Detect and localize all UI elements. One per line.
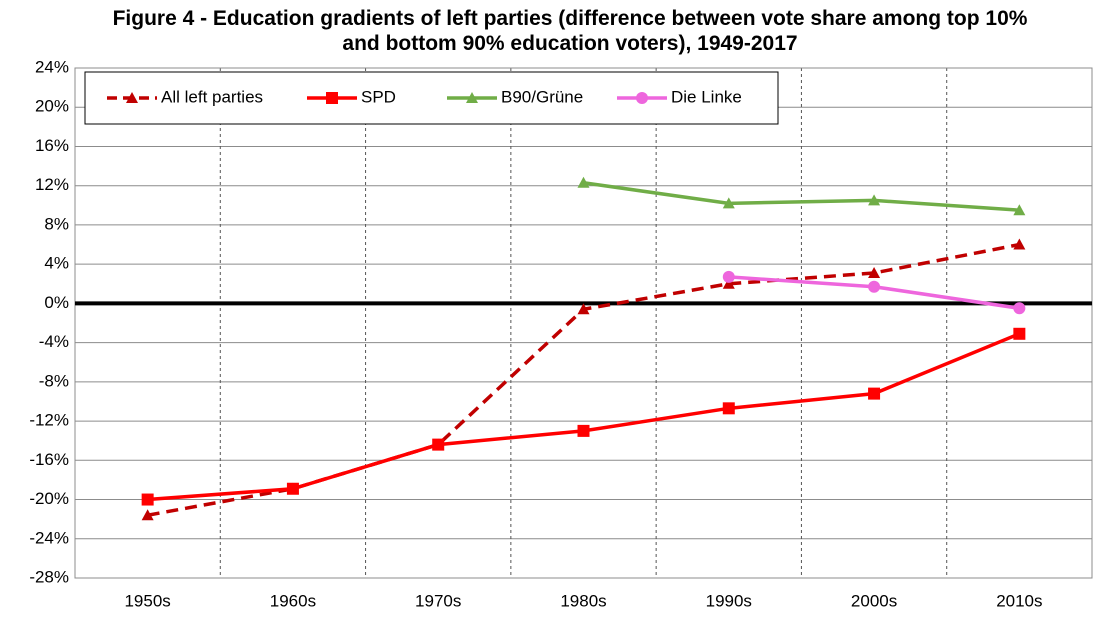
y-tick-label: 12% xyxy=(35,175,69,194)
y-tick-label: -4% xyxy=(39,332,69,351)
data-point xyxy=(1013,204,1026,216)
y-tick-label: -8% xyxy=(39,371,69,390)
y-tick-label: 8% xyxy=(44,214,69,233)
y-tick-label: 20% xyxy=(35,97,69,116)
data-point xyxy=(868,266,881,278)
series-line xyxy=(147,332,1021,502)
data-point xyxy=(141,509,154,521)
legend-marker xyxy=(636,92,648,104)
data-point xyxy=(722,402,735,415)
x-tick-label: 2000s xyxy=(851,591,897,610)
legend-marker xyxy=(326,92,338,104)
data-point xyxy=(1013,302,1026,315)
data-point xyxy=(868,194,881,206)
y-tick-label: -24% xyxy=(29,528,69,547)
y-tick-label: 4% xyxy=(44,254,69,273)
x-tick-label: 2010s xyxy=(996,591,1042,610)
data-point xyxy=(286,482,299,495)
data-point xyxy=(141,493,154,506)
data-point xyxy=(1013,327,1026,340)
x-tick-label: 1990s xyxy=(706,591,752,610)
x-tick-label: 1980s xyxy=(560,591,606,610)
x-tick-label: 1960s xyxy=(270,591,316,610)
chart-title: Figure 4 - Education gradients of left p… xyxy=(112,7,1028,55)
legend-label: All left parties xyxy=(161,87,263,106)
series-line xyxy=(583,181,1020,212)
legend-label: B90/Grüne xyxy=(501,87,583,106)
data-point xyxy=(577,424,590,437)
legend-label: Die Linke xyxy=(671,87,742,106)
y-tick-label: -28% xyxy=(29,567,69,586)
data-point xyxy=(577,303,590,315)
legend-label: SPD xyxy=(361,87,396,106)
y-tick-label: -16% xyxy=(29,450,69,469)
legend-marker xyxy=(126,92,138,103)
y-tick-label: 24% xyxy=(35,57,69,76)
data-point xyxy=(868,387,881,400)
data-point xyxy=(722,270,735,283)
y-tick-label: 0% xyxy=(44,293,69,312)
x-tick-label: 1950s xyxy=(124,591,170,610)
data-point xyxy=(432,438,445,451)
y-tick-label: -12% xyxy=(29,411,69,430)
y-tick-label: 16% xyxy=(35,136,69,155)
data-point xyxy=(868,280,881,293)
x-tick-label: 1970s xyxy=(415,591,461,610)
series-line xyxy=(147,242,1020,517)
legend-marker xyxy=(466,92,478,103)
data-point xyxy=(1013,238,1026,250)
data-point xyxy=(577,176,590,188)
data-point xyxy=(722,197,735,209)
legend: All left parties SPD B90/Grüne Die Linke xyxy=(84,71,779,125)
data-point xyxy=(722,277,735,289)
plot-area xyxy=(74,67,1093,579)
y-tick-label: -20% xyxy=(29,489,69,508)
